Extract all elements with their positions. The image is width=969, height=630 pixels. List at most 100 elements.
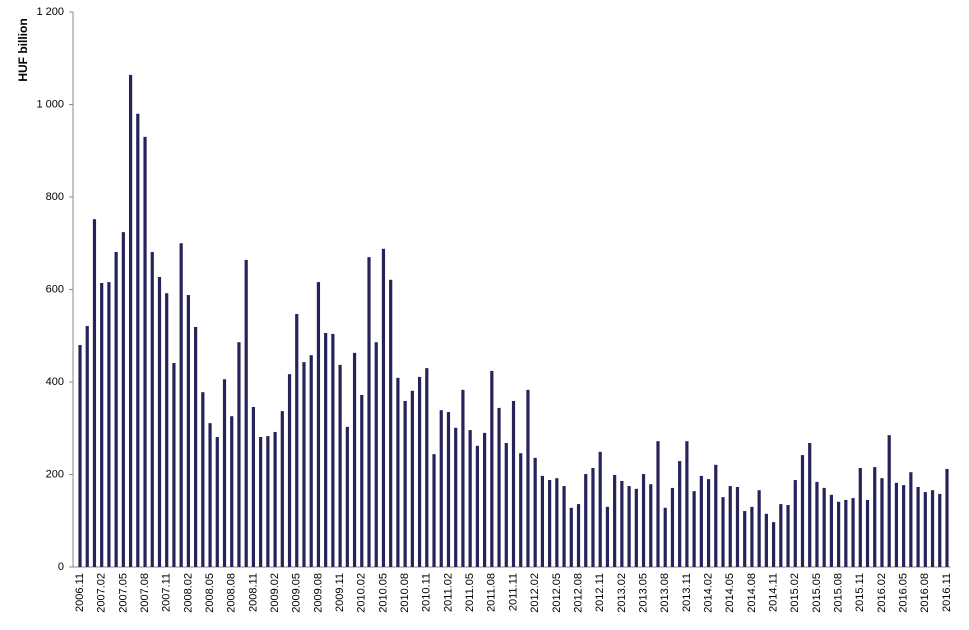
x-tick-label: 2016.11: [941, 573, 953, 612]
bar: [656, 441, 660, 567]
bar: [100, 283, 104, 567]
bar: [533, 457, 537, 567]
bar: [649, 484, 653, 567]
bar: [78, 345, 82, 567]
bar: [230, 416, 234, 567]
bar: [829, 494, 833, 567]
bar: [880, 478, 884, 567]
x-tick-label: 2015.08: [833, 573, 845, 613]
bar: [316, 282, 321, 567]
bar: [172, 363, 176, 567]
bar: [504, 443, 508, 567]
bar: [389, 279, 393, 567]
bar: [266, 436, 270, 567]
bar: [410, 390, 414, 567]
x-tick-label: 2009.05: [291, 573, 303, 613]
bar: [143, 136, 147, 567]
bar: [540, 475, 544, 567]
bar: [179, 243, 183, 567]
x-tick-label: 2016.02: [876, 573, 888, 613]
bar: [107, 282, 111, 567]
bar: [425, 368, 429, 567]
bar: [374, 342, 378, 567]
x-tick-label: 2015.11: [854, 573, 866, 612]
x-tick-label: 2014.02: [702, 573, 714, 613]
x-tick-label: 2010.05: [377, 573, 389, 613]
bar: [324, 332, 328, 567]
bar: [858, 468, 862, 567]
bar: [873, 467, 877, 567]
y-tick-label: 200: [46, 468, 64, 480]
x-tick-label: 2016.05: [898, 573, 910, 613]
bar: [822, 487, 826, 567]
bar: [945, 468, 949, 567]
bar: [699, 475, 703, 567]
bar: [865, 499, 870, 567]
bar: [584, 474, 588, 567]
bar: [468, 430, 472, 567]
x-tick-label: 2009.08: [312, 573, 324, 613]
bar: [779, 504, 783, 567]
bar: [670, 487, 675, 567]
bar: [454, 427, 458, 567]
y-tick-label: 600: [46, 283, 64, 295]
bar: [591, 468, 595, 567]
bar: [721, 497, 725, 567]
bar: [519, 453, 523, 567]
x-tick-label: 2007.08: [139, 573, 151, 613]
bar: [634, 488, 638, 567]
x-tick-label: 2012.11: [594, 573, 606, 612]
bar: [548, 480, 552, 567]
bar: [714, 464, 718, 567]
bar: [381, 248, 386, 568]
bar: [483, 432, 487, 567]
bar: [403, 400, 407, 567]
bar: [909, 472, 913, 567]
bar: [237, 342, 241, 567]
y-tick-label: 1 200: [36, 6, 64, 18]
bar: [128, 74, 133, 568]
x-tick-label: 2011.05: [464, 573, 476, 612]
bar: [728, 486, 732, 567]
bar: [815, 481, 819, 567]
bar: [620, 480, 624, 567]
x-tick-label: 2013.05: [637, 573, 649, 613]
bar: [396, 377, 400, 567]
bar: [916, 486, 920, 567]
x-tick-label: 2011.11: [507, 573, 519, 611]
x-tick-label: 2007.02: [96, 573, 108, 613]
bar: [692, 491, 696, 567]
x-tick-label: 2011.02: [442, 573, 454, 612]
bar: [497, 407, 501, 567]
y-tick-label: 1 000: [36, 98, 64, 110]
bar: [743, 511, 747, 567]
x-tick-label: 2012.05: [551, 573, 563, 613]
bar: [490, 370, 494, 567]
y-axis-label: HUF billion: [16, 18, 30, 81]
bar: [352, 352, 357, 567]
bar: [295, 314, 299, 567]
bar: [685, 441, 689, 567]
bar: [287, 374, 292, 567]
bar: [706, 479, 711, 567]
bar: [194, 326, 198, 567]
bar: [923, 492, 927, 567]
bar: [461, 389, 465, 567]
bar: [439, 410, 443, 567]
x-tick-label: 2014.05: [724, 573, 736, 613]
bar: [331, 333, 335, 567]
bar: [259, 437, 263, 567]
y-tick-label: 800: [46, 191, 64, 203]
bar: [837, 501, 841, 567]
x-tick-label: 2008.02: [182, 573, 194, 613]
bar: [576, 504, 581, 567]
bar: [201, 392, 205, 567]
bar: [938, 493, 942, 567]
bar: [735, 486, 740, 567]
bar: [786, 505, 790, 567]
x-tick-label: 2013.02: [616, 573, 628, 613]
bar: [309, 355, 313, 567]
bar: [851, 498, 855, 567]
x-tick-label: 2006.11: [74, 573, 86, 612]
x-tick-label: 2008.05: [204, 573, 216, 613]
